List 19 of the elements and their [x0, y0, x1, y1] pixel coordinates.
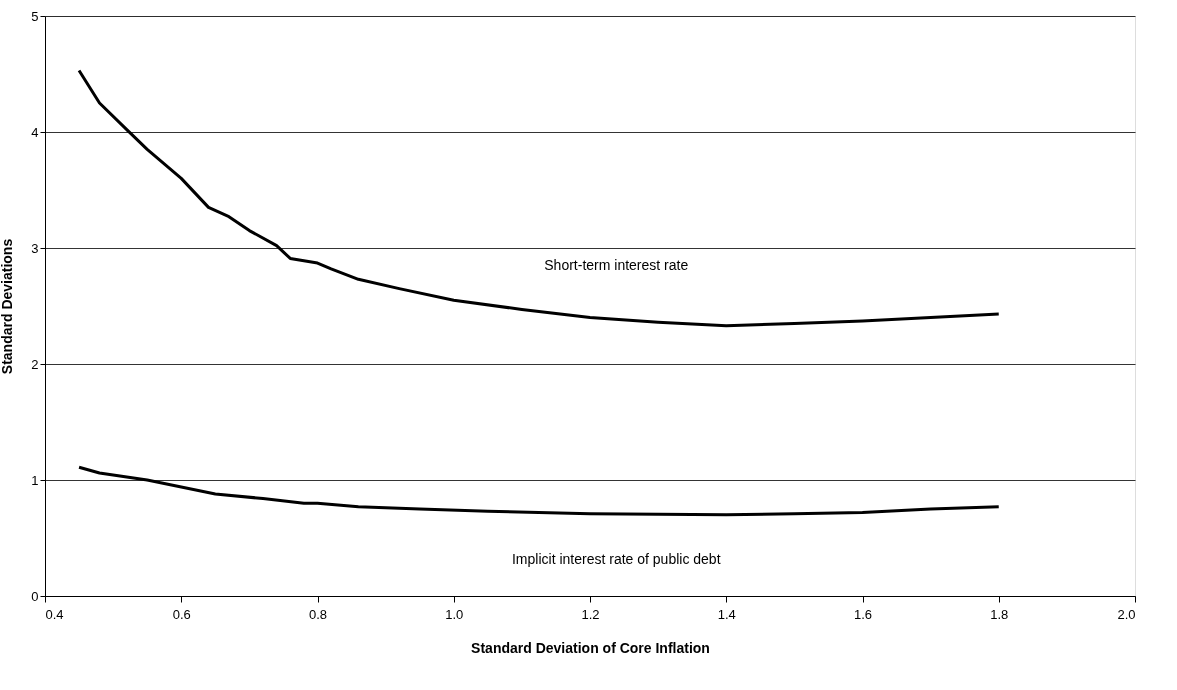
x-tick-label: 0.6 [172, 606, 191, 622]
text: Implicit interest rate of public debt [511, 550, 721, 567]
x-tick-label: 1.8 [990, 606, 1009, 622]
y-tick-label: 0 [31, 588, 39, 604]
x-tick-label: 0.4 [45, 606, 64, 622]
x-tick-label: 1.6 [853, 606, 873, 622]
y-tick-label: 1 [31, 472, 39, 488]
y-tick-label: 4 [31, 124, 39, 140]
y-tick-label: 2 [31, 356, 39, 372]
x-tick-label: 2.0 [1117, 606, 1136, 622]
y-tick-label: 5 [31, 8, 39, 24]
text: Short-term interest rate [544, 256, 689, 273]
x-tick-label: 1.0 [445, 606, 464, 622]
x-tick-label: 1.2 [581, 606, 600, 622]
y-tick-label: 3 [31, 240, 39, 256]
y-axis-title: Standard Deviations [0, 238, 16, 375]
x-axis-title: Standard Deviation of Core Inflation [471, 639, 710, 656]
x-tick-label: 0.8 [308, 606, 328, 622]
x-tick-label: 1.4 [717, 606, 736, 622]
